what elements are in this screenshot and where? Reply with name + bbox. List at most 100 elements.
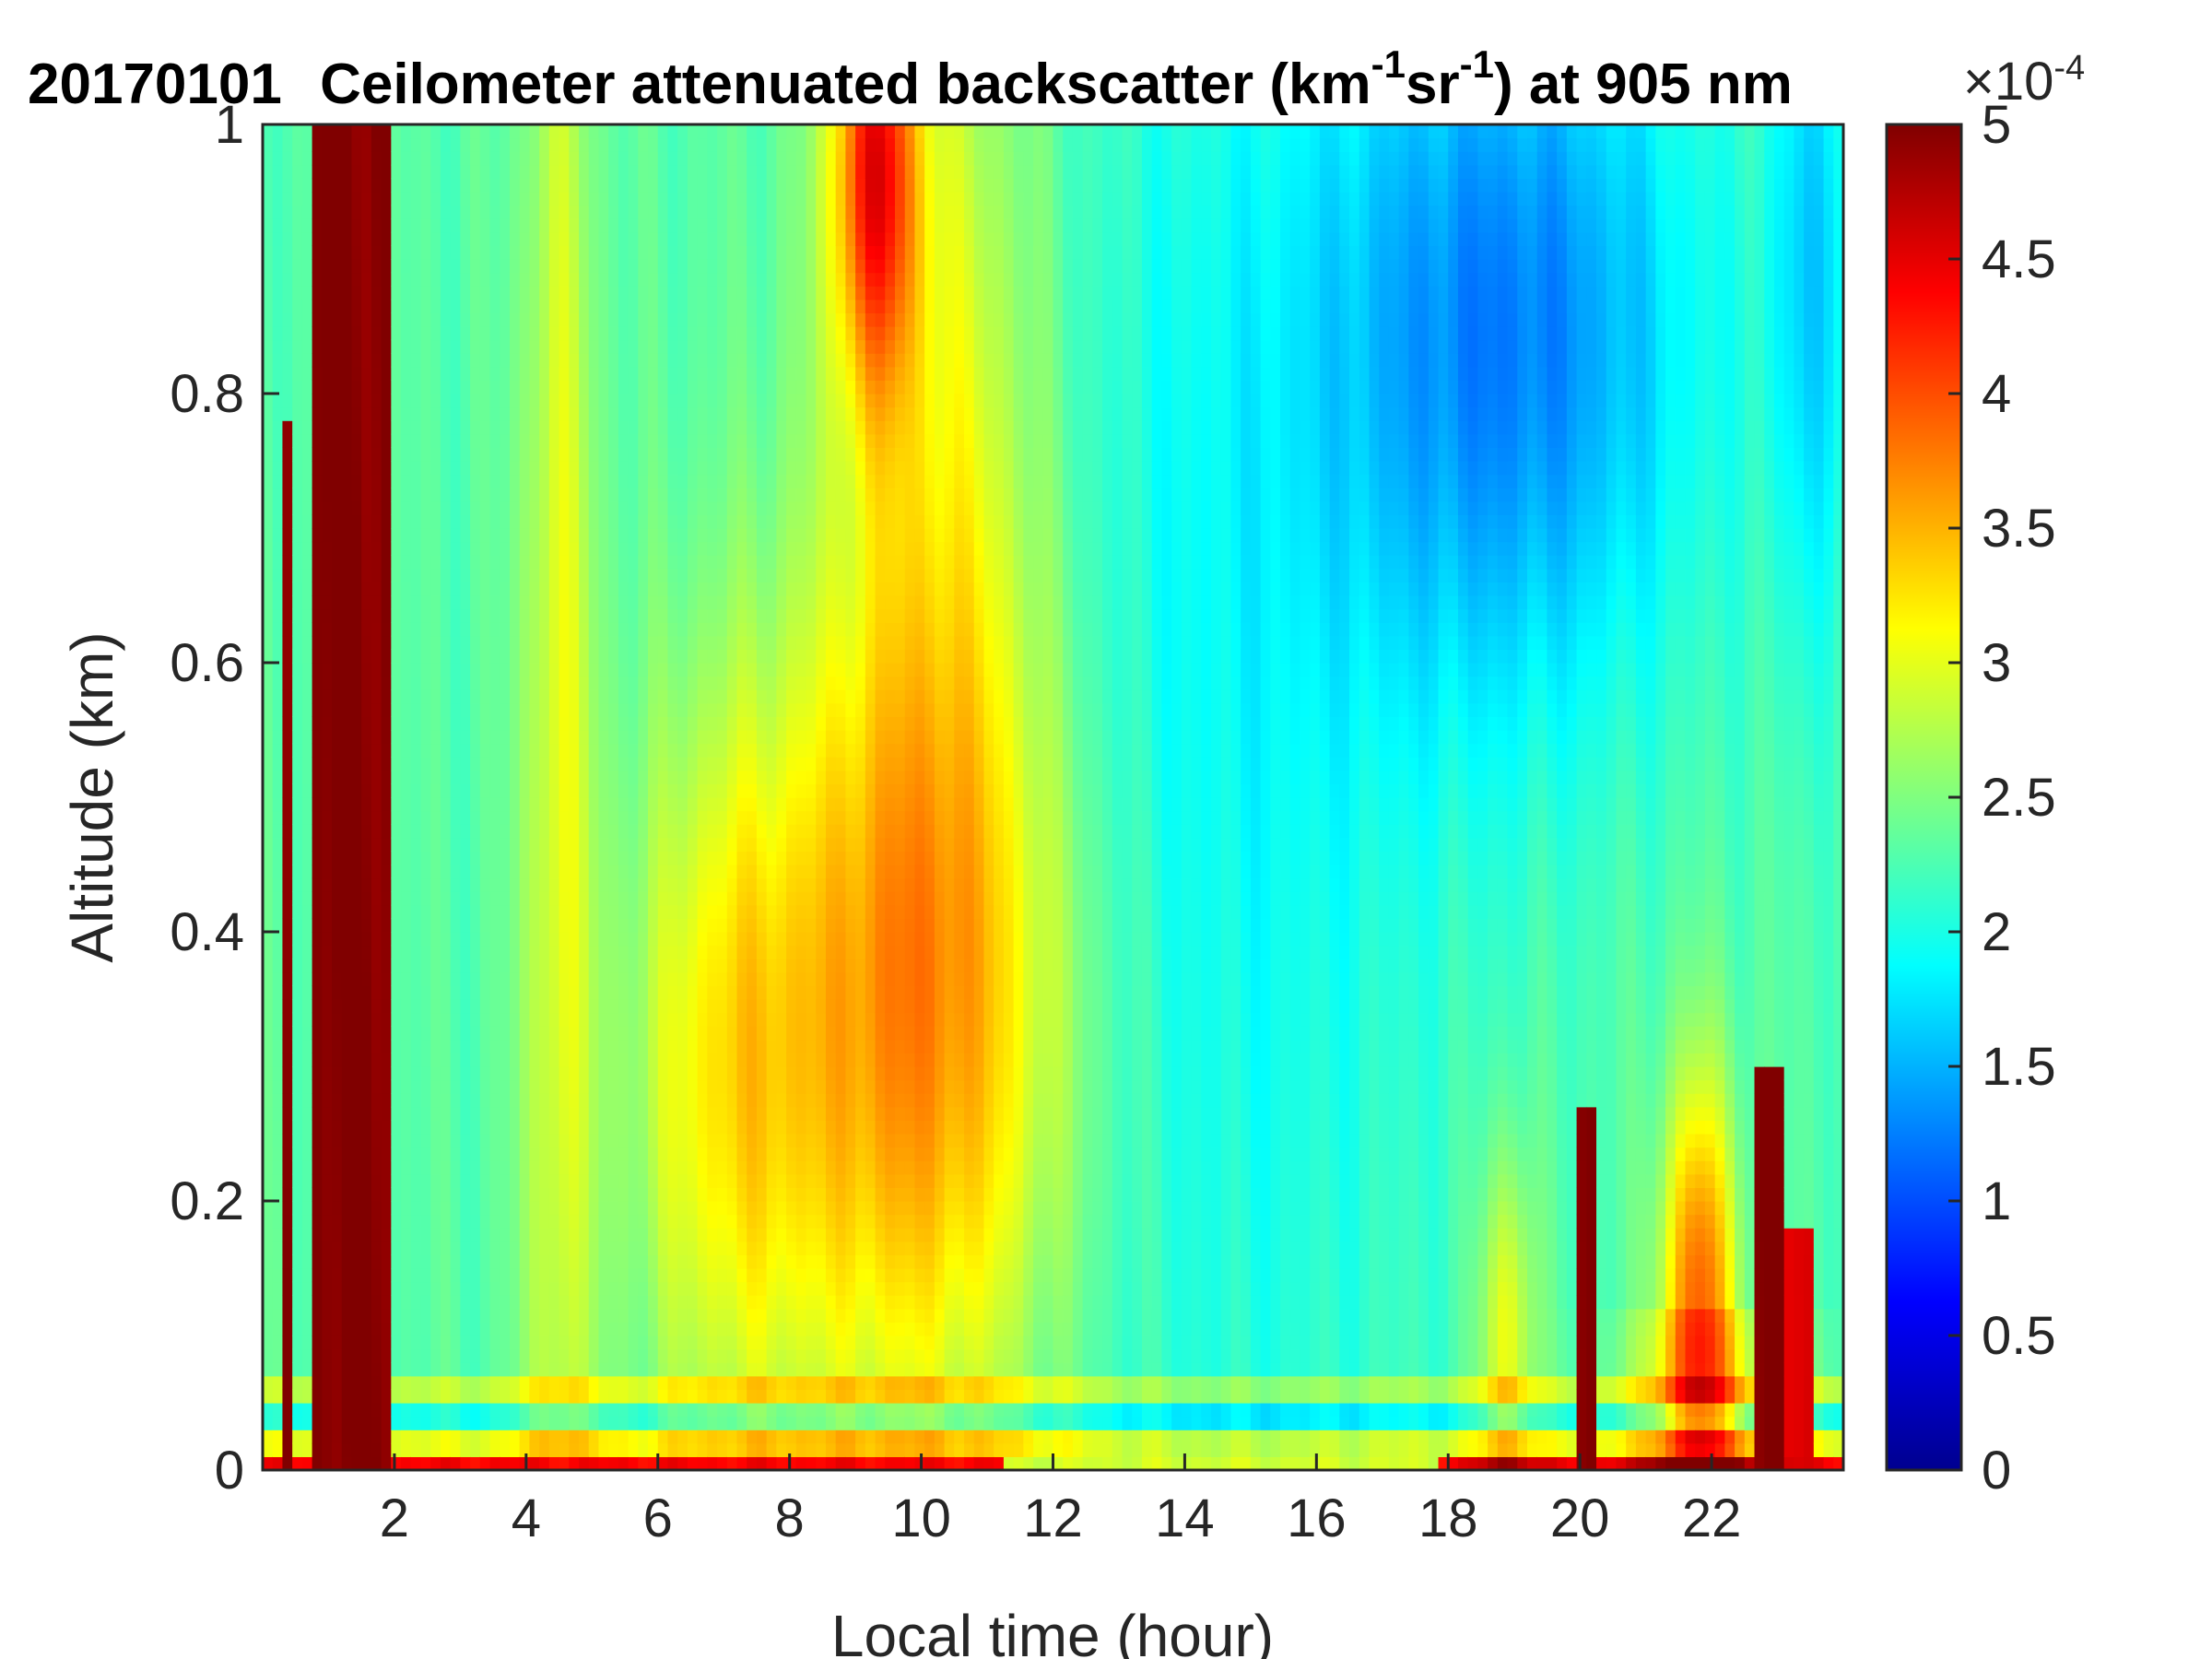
heatmap-cell xyxy=(677,218,688,233)
heatmap-cell xyxy=(509,1053,521,1067)
heatmap-cell xyxy=(450,231,461,246)
heatmap-cell xyxy=(519,1308,531,1323)
heatmap-cell xyxy=(282,1053,293,1067)
heatmap-cell xyxy=(648,366,659,381)
heatmap-cell xyxy=(263,474,274,488)
heatmap-cell xyxy=(509,245,521,260)
heatmap-cell xyxy=(410,366,422,381)
heatmap-cell xyxy=(559,1403,570,1418)
heatmap-cell xyxy=(361,1066,372,1081)
heatmap-cell xyxy=(410,380,422,394)
heatmap-cell xyxy=(460,541,471,556)
heatmap-cell xyxy=(440,433,452,448)
heatmap-cell xyxy=(479,1254,491,1269)
heatmap-cell xyxy=(341,218,353,233)
heatmap-cell xyxy=(519,151,531,166)
heatmap-cell xyxy=(489,918,500,933)
heatmap-cell xyxy=(420,245,431,260)
heatmap-cell xyxy=(361,394,372,408)
heatmap-cell xyxy=(559,904,570,919)
heatmap-cell xyxy=(707,1160,718,1175)
heatmap-cell xyxy=(707,555,718,570)
heatmap-cell xyxy=(677,1456,688,1471)
heatmap-cell xyxy=(272,137,284,152)
heatmap-cell xyxy=(618,1093,629,1108)
heatmap-cell xyxy=(450,272,461,287)
heatmap-cell xyxy=(736,1066,747,1081)
heatmap-cell xyxy=(579,959,590,973)
heatmap-cell xyxy=(263,406,274,421)
heatmap-cell xyxy=(667,272,678,287)
heatmap-cell xyxy=(707,702,718,717)
heatmap-cell xyxy=(410,743,422,758)
heatmap-cell xyxy=(747,595,758,610)
heatmap-cell xyxy=(548,1120,560,1135)
heatmap-cell xyxy=(361,959,372,973)
heatmap-cell xyxy=(736,1348,747,1363)
heatmap-cell xyxy=(381,743,392,758)
heatmap-cell xyxy=(301,1228,313,1242)
heatmap-cell xyxy=(272,312,284,327)
heatmap-cell xyxy=(559,1241,570,1255)
heatmap-cell xyxy=(401,1147,412,1161)
heatmap-cell xyxy=(401,770,412,784)
heatmap-cell xyxy=(667,1241,678,1255)
heatmap-cell xyxy=(608,1012,619,1027)
heatmap-cell xyxy=(569,366,580,381)
heatmap-cell xyxy=(677,1066,688,1081)
heatmap-cell xyxy=(460,635,471,650)
heatmap-cell xyxy=(726,474,738,488)
heatmap-cell xyxy=(282,1134,293,1148)
heatmap-cell xyxy=(559,851,570,865)
heatmap-cell xyxy=(638,743,649,758)
heatmap-cell xyxy=(410,433,422,448)
heatmap-cell xyxy=(608,1335,619,1350)
heatmap-cell xyxy=(569,1147,580,1161)
heatmap-cell xyxy=(598,649,609,664)
heatmap-cell xyxy=(707,231,718,246)
heatmap-cell xyxy=(667,877,678,892)
heatmap-cell xyxy=(263,1362,274,1377)
heatmap-cell xyxy=(440,959,452,973)
heatmap-cell xyxy=(726,1160,738,1175)
heatmap-cell xyxy=(430,1093,441,1108)
heatmap-cell xyxy=(598,394,609,408)
heatmap-cell xyxy=(736,716,747,731)
heatmap-cell xyxy=(322,259,333,274)
heatmap-cell xyxy=(579,1026,590,1041)
heatmap-cell xyxy=(598,1375,609,1390)
heatmap-cell xyxy=(548,716,560,731)
heatmap-cell xyxy=(450,1053,461,1067)
heatmap-cell xyxy=(736,1053,747,1067)
heatmap-cell xyxy=(598,676,609,690)
heatmap-cell xyxy=(391,1173,402,1188)
heatmap-cell xyxy=(263,595,274,610)
heatmap-cell xyxy=(648,541,659,556)
heatmap-cell xyxy=(351,380,362,394)
heatmap-cell xyxy=(479,514,491,529)
heatmap-cell xyxy=(420,582,431,596)
heatmap-cell xyxy=(410,904,422,919)
heatmap-cell xyxy=(430,1308,441,1323)
heatmap-cell xyxy=(726,312,738,327)
heatmap-cell xyxy=(618,1362,629,1377)
heatmap-cell xyxy=(717,824,728,839)
heatmap-cell xyxy=(263,137,274,152)
heatmap-cell xyxy=(500,663,511,677)
heatmap-cell xyxy=(717,500,728,515)
heatmap-cell xyxy=(479,218,491,233)
heatmap-cell xyxy=(529,555,540,570)
heatmap-cell xyxy=(361,259,372,274)
heatmap-cell xyxy=(312,918,323,933)
heatmap-cell xyxy=(608,1039,619,1053)
heatmap-cell xyxy=(263,286,274,300)
heatmap-cell xyxy=(391,1039,402,1053)
heatmap-cell xyxy=(332,1348,343,1363)
heatmap-cell xyxy=(391,137,402,152)
heatmap-cell xyxy=(677,299,688,313)
heatmap-cell xyxy=(272,1012,284,1027)
heatmap-cell xyxy=(726,865,738,879)
heatmap-cell xyxy=(292,582,303,596)
heatmap-cell xyxy=(489,568,500,582)
heatmap-cell xyxy=(569,1322,580,1336)
